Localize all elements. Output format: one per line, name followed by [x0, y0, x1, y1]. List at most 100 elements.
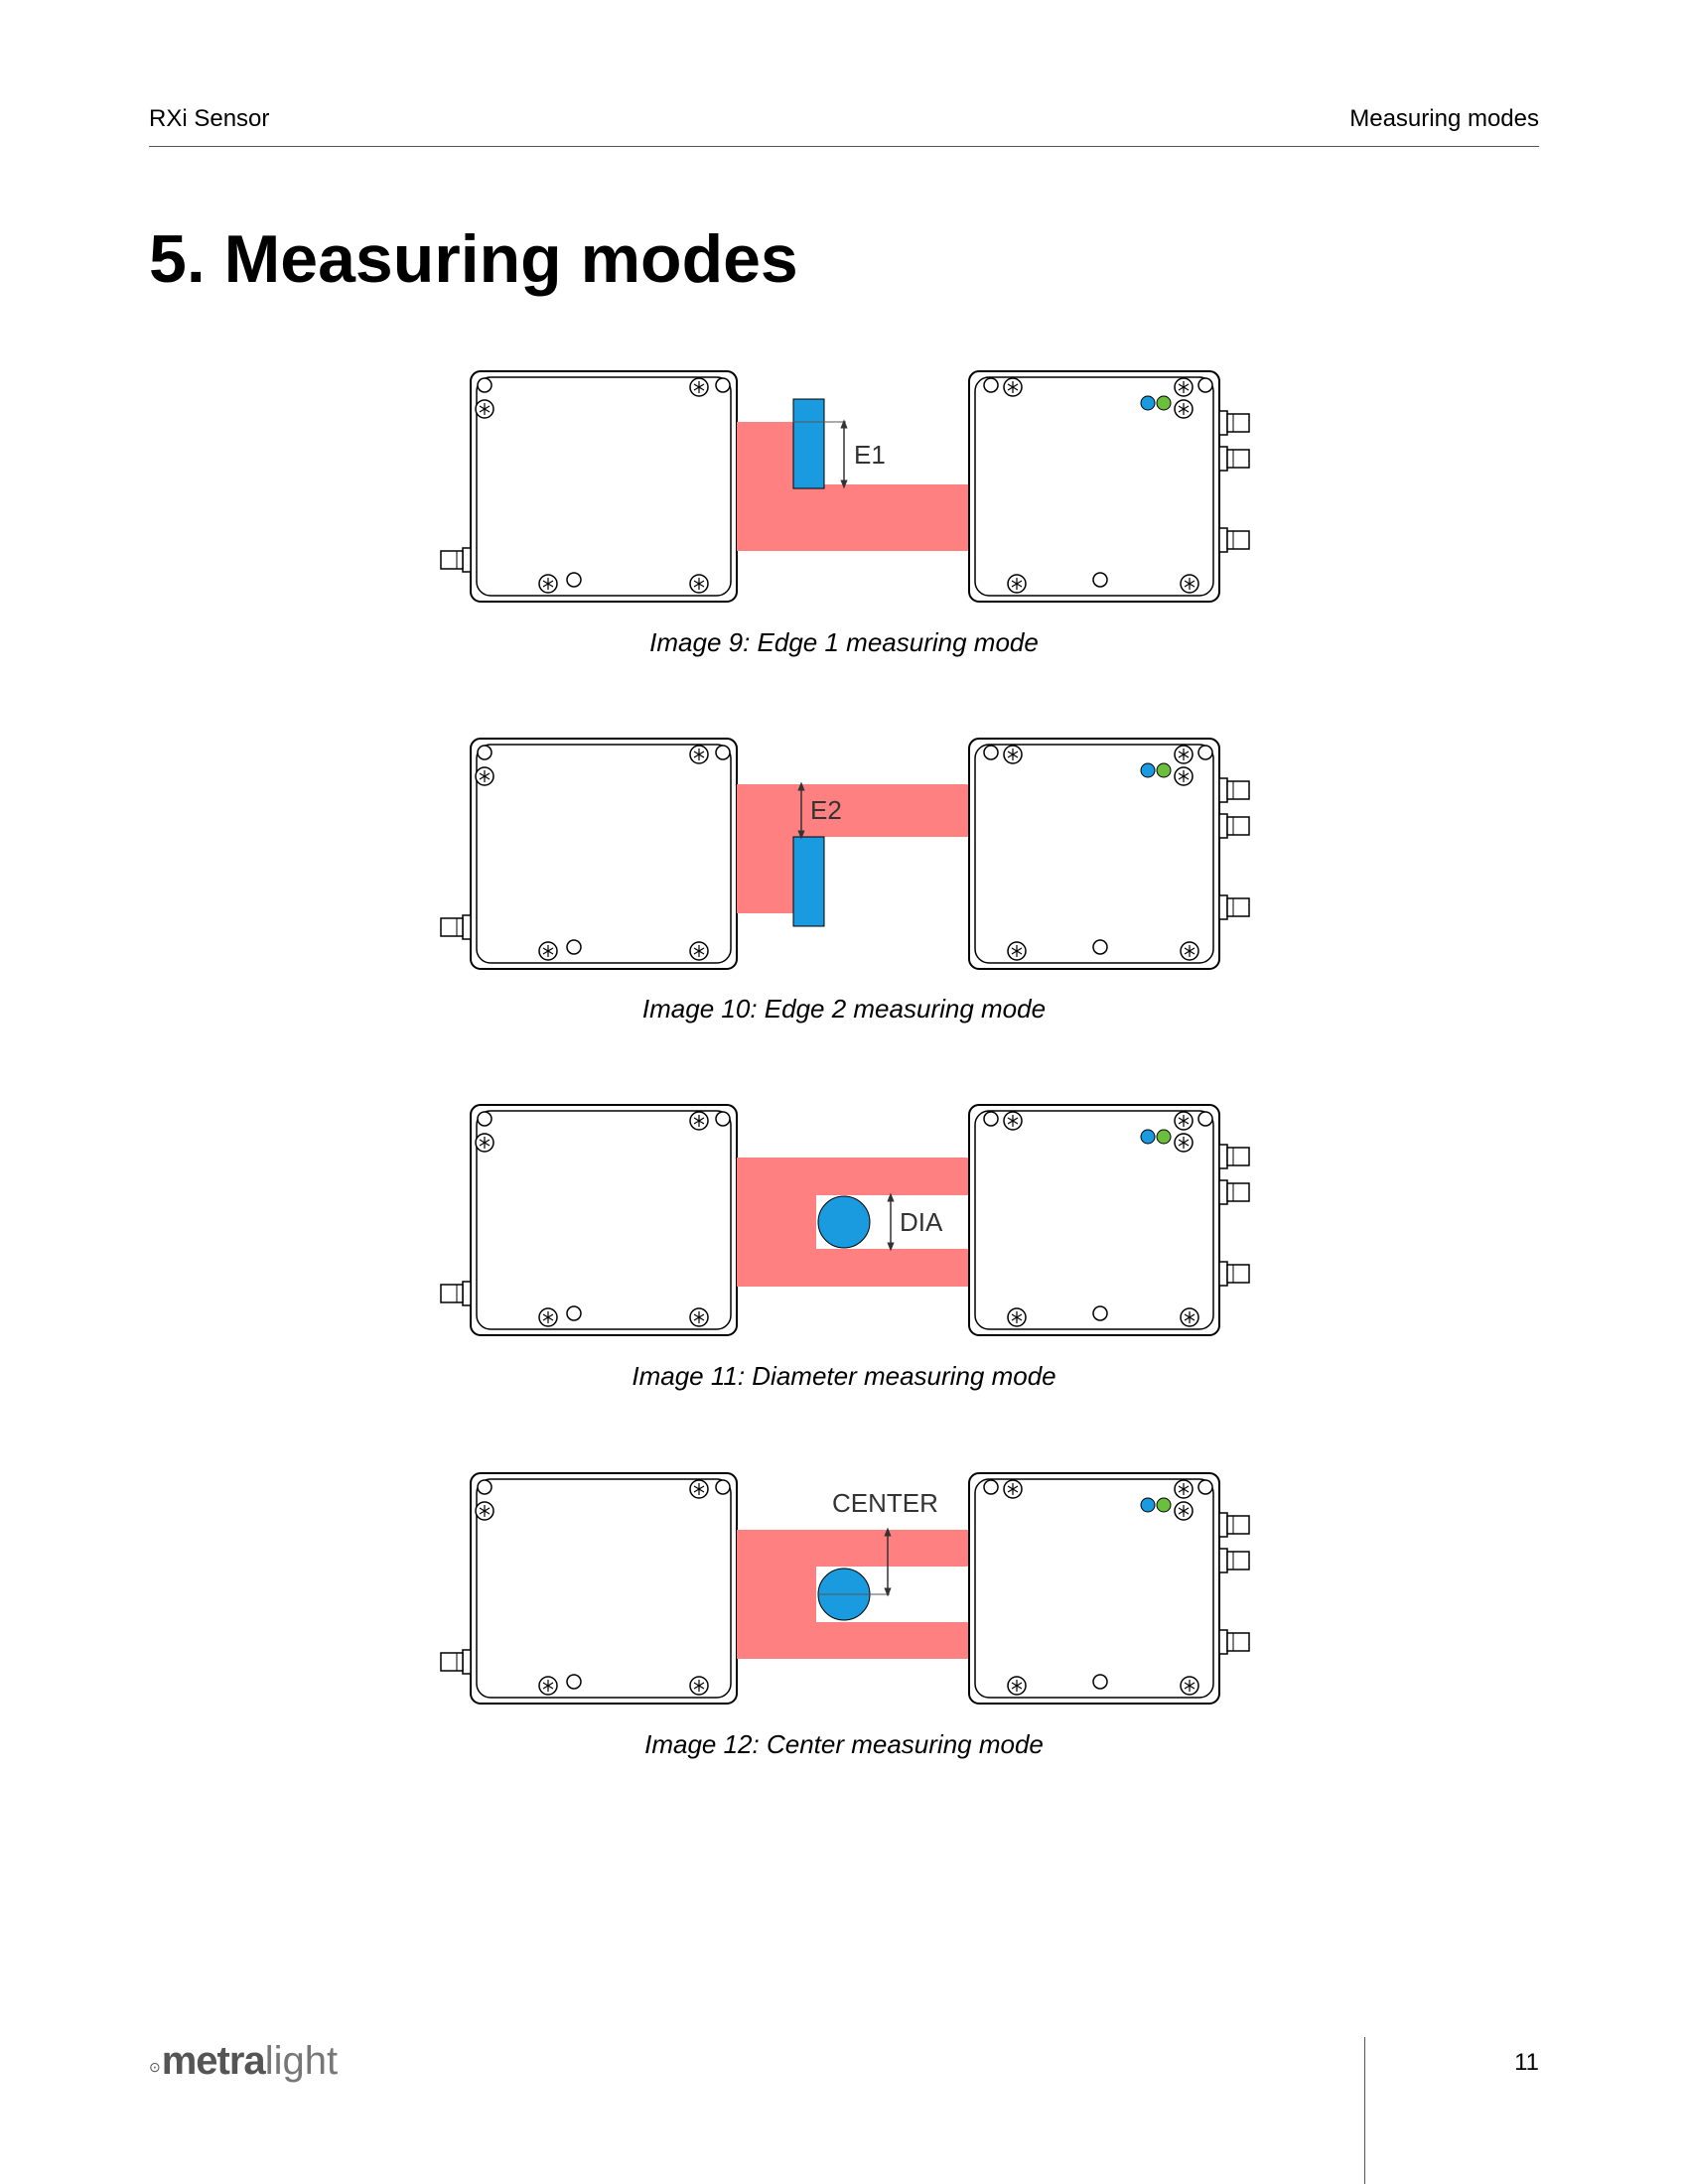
measure-label: DIA	[900, 1207, 943, 1237]
mount-hole-icon	[1092, 939, 1108, 955]
figure-caption: Image 12: Center measuring mode	[644, 1729, 1044, 1759]
header-section-title: Measuring modes	[1349, 105, 1539, 132]
connector-icon	[1218, 1548, 1250, 1573]
measure-label: CENTER	[832, 1488, 938, 1518]
screw-icon	[1174, 1111, 1194, 1131]
page-title: 5. Measuring modes	[149, 221, 798, 297]
receiver-housing	[968, 370, 1250, 603]
mount-hole-icon	[477, 745, 492, 760]
connector-icon	[1218, 1261, 1250, 1287]
mount-hole-icon	[1197, 1479, 1213, 1495]
target-object	[792, 398, 825, 489]
housing-inner-edge	[476, 376, 732, 597]
screw-icon	[1007, 941, 1027, 961]
measure-label: E1	[854, 440, 886, 470]
figure-edge2: E2	[417, 735, 1271, 993]
connector-icon	[1218, 1512, 1250, 1538]
connector-icon	[1218, 1629, 1250, 1655]
housing-inner-edge	[974, 744, 1214, 964]
mount-hole-icon	[983, 1479, 999, 1495]
mount-hole-icon	[715, 1479, 731, 1495]
diameter-diagram: DIA	[440, 1104, 1250, 1336]
connector-icon	[1218, 527, 1250, 553]
housing-outline	[470, 1104, 738, 1336]
screw-icon	[689, 1479, 709, 1499]
target-object	[817, 1195, 871, 1249]
status-led-green	[1156, 395, 1172, 411]
mount-hole-icon	[1092, 1305, 1108, 1321]
screw-icon	[1007, 574, 1027, 594]
mount-hole-icon	[983, 745, 999, 760]
screw-icon	[1007, 1307, 1027, 1327]
housing-outline	[470, 738, 738, 970]
screw-icon	[1003, 1479, 1023, 1499]
housing-outline	[968, 1104, 1220, 1336]
receiver-housing	[968, 1472, 1250, 1705]
connector-icon	[440, 1649, 472, 1675]
status-led-green	[1156, 762, 1172, 778]
housing-inner-edge	[476, 1110, 732, 1330]
header-divider	[149, 146, 1539, 147]
screw-icon	[1174, 1133, 1194, 1153]
screw-icon	[689, 941, 709, 961]
mount-hole-icon	[983, 1111, 999, 1127]
figure-caption: Image 9: Edge 1 measuring mode	[649, 627, 1039, 657]
status-led-blue	[1140, 395, 1156, 411]
screw-icon	[689, 574, 709, 594]
header-doc-title: RXi Sensor	[149, 105, 270, 132]
housing-outline	[968, 1472, 1220, 1705]
status-led-green	[1156, 1497, 1172, 1513]
screw-icon	[1174, 377, 1194, 397]
figure-diameter: DIA	[417, 1101, 1271, 1359]
screw-icon	[1180, 574, 1199, 594]
screw-icon	[1180, 941, 1199, 961]
mount-hole-icon	[1092, 1674, 1108, 1690]
mount-hole-icon	[477, 1111, 492, 1127]
figure-center: CENTER	[417, 1469, 1271, 1727]
edge1-diagram: E1	[440, 370, 1250, 603]
footer-divider	[1364, 2037, 1365, 2184]
mount-hole-icon	[566, 1305, 582, 1321]
screw-icon	[1174, 766, 1194, 786]
connector-icon	[1218, 410, 1250, 436]
screw-icon	[538, 941, 558, 961]
figure-edge1: E1	[417, 367, 1271, 625]
emitter-housing	[440, 370, 738, 603]
housing-outline	[968, 738, 1220, 970]
screw-icon	[689, 1676, 709, 1696]
logo-mark-icon: ⊙	[149, 2059, 161, 2075]
housing-inner-edge	[974, 1110, 1214, 1330]
connector-icon	[440, 547, 472, 573]
housing-inner-edge	[974, 1478, 1214, 1699]
screw-icon	[1007, 1676, 1027, 1696]
status-led-blue	[1140, 1497, 1156, 1513]
receiver-housing	[968, 738, 1250, 970]
connector-icon	[1218, 813, 1250, 839]
screw-icon	[538, 1676, 558, 1696]
emitter-housing	[440, 1472, 738, 1705]
receiver-housing	[968, 1104, 1250, 1336]
mount-hole-icon	[1197, 1111, 1213, 1127]
mount-hole-icon	[566, 1674, 582, 1690]
mount-hole-icon	[983, 377, 999, 393]
edge2-diagram: E2	[440, 738, 1250, 970]
emitter-housing	[440, 738, 738, 970]
screw-icon	[1174, 1479, 1194, 1499]
page-number: 11	[1514, 2049, 1539, 2076]
screw-icon	[1180, 1676, 1199, 1696]
mount-hole-icon	[1092, 572, 1108, 588]
screw-icon	[475, 399, 494, 419]
screw-icon	[538, 1307, 558, 1327]
connector-icon	[1218, 446, 1250, 472]
mount-hole-icon	[477, 1479, 492, 1495]
connector-icon	[440, 914, 472, 940]
screw-icon	[475, 1133, 494, 1153]
screw-icon	[475, 1501, 494, 1521]
screw-icon	[1003, 745, 1023, 764]
screw-icon	[689, 377, 709, 397]
screw-icon	[538, 574, 558, 594]
mount-hole-icon	[1197, 745, 1213, 760]
screw-icon	[1003, 1111, 1023, 1131]
connector-icon	[1218, 894, 1250, 920]
status-led-blue	[1140, 1129, 1156, 1145]
